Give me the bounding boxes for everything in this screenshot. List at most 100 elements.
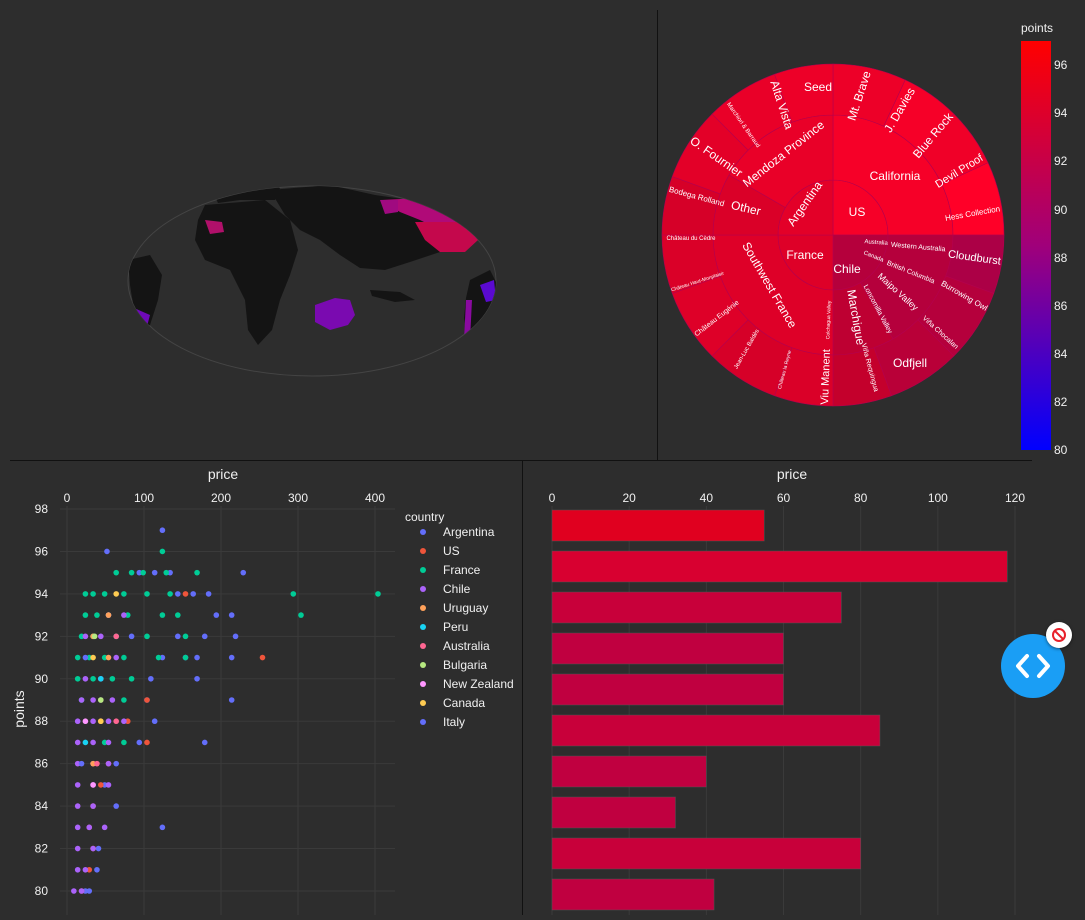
scatter-point[interactable]: [175, 591, 181, 597]
scatter-point[interactable]: [113, 803, 119, 809]
scatter-point[interactable]: [91, 633, 98, 640]
sunburst-svg[interactable]: Seed Mt. Brave J. Davies Blue Rock Devil…: [658, 0, 1085, 460]
scatter-point[interactable]: [78, 697, 85, 703]
scatter-point[interactable]: [101, 782, 108, 788]
scatter-point[interactable]: [121, 612, 127, 618]
scatter-point[interactable]: [113, 591, 119, 597]
scatter-point[interactable]: [105, 718, 112, 725]
scatter-point[interactable]: [159, 612, 166, 618]
scatter-point[interactable]: [375, 591, 381, 597]
legend-item[interactable]: Italy: [443, 715, 465, 729]
scatter-point[interactable]: [95, 845, 102, 852]
scatter-point[interactable]: [98, 633, 104, 640]
scatter-point[interactable]: [105, 760, 112, 767]
scatter-point[interactable]: [74, 760, 81, 767]
scatter-point[interactable]: [82, 739, 89, 746]
scatter-point[interactable]: [82, 718, 89, 725]
scatter-point[interactable]: [128, 569, 135, 576]
scatter-point[interactable]: [159, 654, 166, 661]
scatter-point[interactable]: [151, 718, 158, 725]
scatter-point[interactable]: [74, 824, 81, 831]
scatter-point[interactable]: [205, 591, 212, 597]
scatter-point[interactable]: [74, 675, 81, 682]
scatter-point[interactable]: [90, 591, 96, 597]
scatter-point[interactable]: [90, 654, 96, 661]
scatter-point[interactable]: [213, 612, 220, 618]
scatter-point[interactable]: [298, 612, 304, 618]
scatter-point[interactable]: [86, 654, 93, 661]
alaska-region[interactable]: [380, 200, 398, 214]
bar[interactable]: [551, 509, 765, 542]
scatter-point[interactable]: [105, 782, 112, 788]
scatter-point[interactable]: [167, 591, 173, 597]
disable-badge[interactable]: [1046, 622, 1072, 648]
scatter-point[interactable]: [74, 739, 81, 746]
scatter-point[interactable]: [90, 697, 96, 703]
legend-marker[interactable]: [420, 586, 426, 592]
legend-item[interactable]: Peru: [443, 620, 468, 634]
scatter-point[interactable]: [101, 591, 108, 597]
scatter-point[interactable]: [290, 591, 297, 597]
bar-chart[interactable]: price 0 20 40 60 80 100 120: [523, 461, 1085, 915]
scatter-point[interactable]: [82, 633, 89, 640]
legend-marker[interactable]: [420, 529, 426, 535]
scatter-point[interactable]: [182, 591, 189, 597]
scatter-point[interactable]: [74, 718, 81, 725]
scatter-point[interactable]: [104, 548, 110, 555]
scatter-point[interactable]: [151, 569, 158, 576]
scatter-point[interactable]: [121, 739, 127, 746]
scatter-point[interactable]: [240, 569, 247, 576]
bar[interactable]: [551, 796, 676, 829]
sunburst-wedges[interactable]: [661, 63, 1005, 407]
scatter-point[interactable]: [121, 654, 127, 661]
scatter-point[interactable]: [105, 739, 112, 746]
scatter-point[interactable]: [201, 633, 208, 640]
scatter-point[interactable]: [82, 888, 89, 894]
scatter-point[interactable]: [113, 654, 119, 661]
scatter-point[interactable]: [194, 654, 200, 661]
scatter-point[interactable]: [128, 633, 135, 640]
bar-svg[interactable]: price 0 20 40 60 80 100 120: [523, 461, 1085, 915]
scatter-point[interactable]: [121, 591, 127, 597]
scatter-point[interactable]: [113, 569, 119, 576]
scatter-point[interactable]: [105, 612, 112, 618]
scatter-point[interactable]: [82, 612, 89, 618]
scatter-point[interactable]: [136, 739, 143, 746]
bar[interactable]: [551, 755, 707, 788]
legend-item[interactable]: Bulgaria: [443, 658, 487, 672]
scatter-point[interactable]: [98, 697, 104, 703]
scatter-point[interactable]: [82, 675, 89, 682]
scatter-point[interactable]: [90, 739, 96, 746]
legend-marker[interactable]: [420, 624, 426, 630]
scatter-point[interactable]: [86, 824, 93, 831]
scatter-point[interactable]: [121, 697, 127, 703]
scatter-point[interactable]: [86, 866, 93, 873]
scatter-point[interactable]: [159, 824, 166, 831]
scatter-point[interactable]: [144, 739, 150, 746]
sunburst-chart[interactable]: Seed Mt. Brave J. Davies Blue Rock Devil…: [658, 0, 1085, 460]
scatter-point[interactable]: [124, 718, 131, 725]
scatter-point[interactable]: [101, 824, 108, 831]
scatter-point[interactable]: [121, 718, 127, 725]
scatter-point[interactable]: [94, 866, 100, 873]
scatter-point[interactable]: [90, 718, 96, 725]
scatter-point[interactable]: [159, 527, 166, 534]
legend-marker[interactable]: [420, 700, 426, 706]
scatter-point[interactable]: [228, 697, 235, 703]
legend-marker[interactable]: [420, 643, 426, 649]
scatter-point[interactable]: [90, 845, 96, 852]
legend-item[interactable]: US: [443, 544, 460, 558]
bar[interactable]: [551, 673, 784, 706]
scatter-point[interactable]: [101, 654, 108, 661]
scatter-point[interactable]: [190, 591, 196, 597]
scatter-point[interactable]: [90, 803, 96, 809]
bar-rects[interactable]: [551, 509, 1008, 911]
scatter-point[interactable]: [182, 633, 189, 640]
scatter-point[interactable]: [228, 612, 235, 618]
legend-marker[interactable]: [420, 567, 426, 573]
scatter-point[interactable]: [113, 718, 119, 725]
scatter-point[interactable]: [175, 633, 181, 640]
bar[interactable]: [551, 550, 1008, 583]
scatter-point[interactable]: [182, 654, 189, 661]
bar[interactable]: [551, 837, 861, 870]
